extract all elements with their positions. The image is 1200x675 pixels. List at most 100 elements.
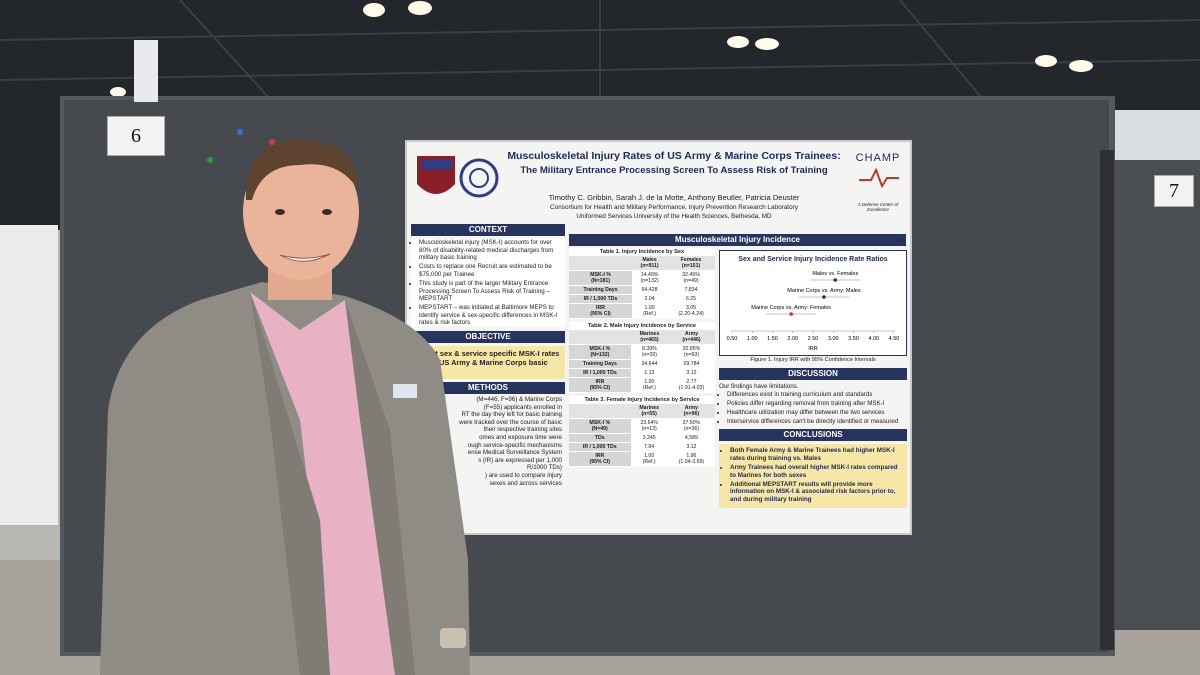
table: Marines (n=55) Army (n=96) MSK-I % (N=49) 23.6… [569, 404, 715, 467]
cell-line: (n=55) [641, 411, 657, 417]
table-row: IR / 1,000 TDs 1.13 3.12 [569, 368, 715, 378]
cell-line: (n=39) [641, 352, 657, 358]
table-cell: 1.00 (Ref.) [630, 451, 668, 467]
cell-line: 1.00 [644, 379, 655, 385]
x-tick-label: 3.50 [848, 336, 859, 342]
methods-line: (M=446, F=96) & Marine Corps [476, 396, 562, 404]
section-heading: Musculoskeletal Injury Incidence [569, 234, 906, 246]
bullet: Army Trainees had overall higher MSK-I r… [730, 464, 904, 479]
cell-line: (Ref.) [642, 385, 656, 391]
table-row: MSK-I % (N=132) 8.39% (n=39) 20.85% (n=93) [569, 344, 715, 360]
university-logos [417, 156, 499, 198]
table-cell: 1.00 (Ref.) [632, 303, 668, 319]
row-header: MSK-I % (N=49) [569, 418, 631, 434]
authors: Timothy C. Gribbin, Sarah J. de la Motte… [548, 193, 800, 202]
header-row: Marines (n=465) Army (n=446) [569, 330, 715, 345]
cell-line: MSK-I % [589, 346, 611, 352]
methods-line: their respective training sites [483, 426, 562, 434]
row-header: IRR (95% CI) [569, 451, 631, 467]
table-row: IR / 1,000 TDs 2.04 6.25 [569, 294, 715, 304]
table-cell: 7,834 [667, 285, 715, 295]
methods-line: were tracked over the course of basic [459, 418, 562, 426]
cell-line: Males [642, 257, 657, 263]
bullet: Additional MEPSTART results will provide… [730, 481, 904, 504]
cell-line: 3.12 [686, 370, 697, 376]
pocket-square [393, 384, 417, 398]
results-table: Table 2. Male Injury Incidence by Servic… [569, 322, 715, 393]
lapel [250, 292, 330, 675]
cell-line: IR / 1,000 TDs [583, 370, 617, 376]
cell-line: 3.05 [685, 305, 697, 311]
row-label: Marine Corps vs. Army: Males [787, 288, 861, 294]
seal-logo [459, 158, 499, 198]
table-row: IRR (95% CI) 1.00 (Ref.) 3.05 (2.20-4.24) [569, 303, 715, 319]
table-cell: 7.84 [630, 442, 668, 452]
table-cell: 29,784 [667, 359, 715, 369]
section-heading: CONCLUSIONS [719, 429, 907, 442]
cell-line: 29,784 [683, 361, 700, 367]
lapel [345, 300, 415, 675]
table-row: IR / 1,000 TDs 7.84 3.12 [569, 442, 715, 452]
cell-line: (Ref.) [643, 311, 657, 317]
cell-line: IR / 1,000 TDs [583, 296, 618, 302]
push-pin [207, 157, 213, 163]
table-caption: Table 1. Injury Incidence by Sex [599, 249, 685, 255]
cell-line: 2.04 [644, 296, 655, 302]
results-table: Table 1. Injury Incidence by Sex Males (n=… [569, 248, 715, 319]
table-caption: Table 3. Female Injury Incidence by Serv… [584, 397, 700, 403]
champ-tagline: A Defense Center of Excellence [857, 202, 899, 212]
x-tick-label: 4.00 [868, 336, 879, 342]
irr-point [822, 295, 826, 299]
row-header: MSK-I % (N=132) [569, 344, 631, 360]
board-number: 7 [1154, 175, 1194, 207]
methods-line: sexes and across services [489, 479, 562, 487]
cell-line: 20.85% [682, 346, 701, 352]
table-cell: 34,644 [630, 359, 668, 369]
row-header: IR / 1,000 TDs [569, 368, 631, 378]
section-heading: METHODS [411, 382, 565, 395]
poster: Musculoskeletal Injury Rates of US Army … [405, 140, 912, 535]
x-tick-label: 4.50 [889, 336, 900, 342]
x-axis-label: IRR [808, 346, 818, 352]
table-cell: 1.96 (1.04-3.69) [667, 451, 715, 467]
table: Males (n=911) Females (n=151) MSK-I % (N=181)… [569, 256, 715, 319]
table-cell: 3.05 (2.20-4.24) [667, 303, 715, 319]
corner-cell [569, 404, 631, 419]
column-header: Marines (n=55) [630, 404, 668, 419]
conclusions-list: Both Female Army & Marine Trainees had h… [719, 444, 907, 509]
table-cell: 14.49% (n=132) [632, 270, 668, 286]
cell-line: (N=181) [591, 278, 610, 284]
bullet: Musculoskeletal injury (MSK-I) accounts … [419, 239, 565, 262]
cell-line: (2.20-4.24) [678, 311, 704, 317]
champ-mark [859, 168, 899, 188]
column-header: Army (n=96) [667, 404, 715, 419]
cell-line: 14.49% [640, 272, 659, 278]
methods-line: ) are used to compare injury [484, 471, 562, 479]
left-column: CONTEXT Musculoskeletal injury (MSK-I) a… [411, 224, 565, 489]
row-header: Training Days [569, 285, 633, 295]
table-row: MSK-I % (N=49) 23.64% (n=13) 37.50% (n=36) [569, 418, 715, 434]
cell-line: 34,644 [641, 361, 658, 367]
context-list: Musculoskeletal injury (MSK-I) accounts … [411, 239, 565, 328]
bullet: Costs to replace one Recruit are estimat… [419, 263, 565, 278]
bullet: Policies differ regarding removal from t… [727, 400, 907, 408]
section-heading: CONTEXT [411, 224, 565, 236]
column-header: Marines (n=465) [630, 330, 668, 345]
methods-line: (F=55) applicants enrolled in [483, 403, 562, 411]
table-cell: 6.25 [667, 294, 715, 304]
irr-figure: Sex and Service Injury Incidence Rate Ra… [719, 250, 907, 356]
table-cell: 2.77 (1.91-4.03) [667, 377, 715, 393]
table-cell: 4,589 [667, 433, 715, 443]
board-post [1100, 150, 1114, 650]
cell-line: (95% CI) [589, 459, 611, 465]
cell-line: (N=49) [591, 426, 608, 432]
results-tables: Table 1. Injury Incidence by Sex Males (n=… [569, 248, 715, 470]
cell-line: IR / 1,000 TDs [582, 444, 617, 450]
watch [440, 628, 466, 648]
cell-line: (n=49) [683, 278, 699, 284]
cell-line: TDs [594, 435, 605, 441]
ceiling-trusses [0, 0, 1200, 121]
column-header: Females (n=151) [667, 256, 715, 271]
cell-line: (n=96) [683, 411, 700, 417]
